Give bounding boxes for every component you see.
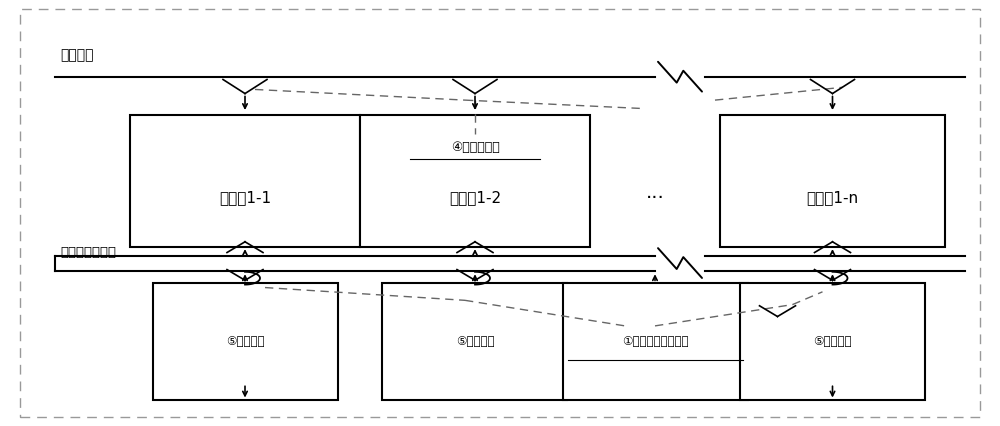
- Text: ⑤污泥回流: ⑤污泥回流: [813, 335, 852, 348]
- Text: ④曝气控制阀: ④曝气控制阀: [451, 141, 499, 154]
- Bar: [152, 283, 338, 400]
- Text: 生物沖1-2: 生物沖1-2: [449, 190, 501, 206]
- Bar: [360, 115, 590, 247]
- Text: 生物沖1-1: 生物沖1-1: [219, 190, 271, 206]
- Text: 配水管（渠）道: 配水管（渠）道: [60, 246, 116, 259]
- Text: ①水量调节闸（阀）: ①水量调节闸（阀）: [622, 335, 688, 348]
- Text: ···: ···: [646, 189, 664, 207]
- Bar: [720, 115, 945, 247]
- Bar: [130, 115, 360, 247]
- Bar: [562, 283, 748, 400]
- Text: ⑤污泥回流: ⑤污泥回流: [456, 335, 494, 348]
- Text: ⑤污泥回流: ⑤污泥回流: [226, 335, 264, 348]
- Bar: [740, 283, 925, 400]
- Text: 曝气管道: 曝气管道: [60, 49, 94, 62]
- Bar: [382, 283, 567, 400]
- Text: 生物沖1-n: 生物沖1-n: [806, 190, 859, 206]
